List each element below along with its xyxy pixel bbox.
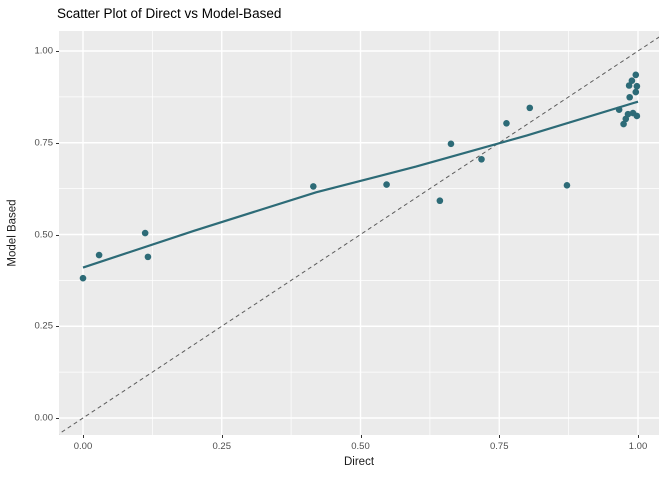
y-tick-label: 0.75 bbox=[34, 137, 54, 149]
data-point bbox=[633, 82, 641, 90]
data-point bbox=[503, 119, 510, 127]
data-point bbox=[436, 197, 444, 205]
y-tick-mark bbox=[56, 142, 59, 144]
data-point bbox=[626, 93, 633, 101]
y-tick-mark bbox=[56, 326, 59, 328]
x-tick-mark bbox=[360, 435, 362, 438]
panel-svg bbox=[59, 31, 659, 435]
x-tick-label: 0.75 bbox=[490, 441, 509, 452]
y-tick-mark bbox=[56, 418, 59, 419]
trend-line bbox=[82, 100, 639, 269]
plot-panel bbox=[59, 31, 659, 435]
y-tick-mark bbox=[56, 234, 59, 236]
x-tick-mark bbox=[638, 435, 639, 438]
x-tick-label: 0.00 bbox=[73, 441, 93, 452]
data-point bbox=[144, 253, 152, 261]
data-point bbox=[632, 71, 640, 79]
y-tick-mark bbox=[56, 51, 59, 52]
y-tick-label: 0.50 bbox=[34, 229, 54, 240]
data-point bbox=[95, 251, 103, 259]
x-tick-mark bbox=[499, 435, 501, 438]
data-point bbox=[563, 182, 571, 189]
data-point bbox=[141, 229, 149, 237]
data-point bbox=[632, 88, 640, 96]
data-point bbox=[615, 106, 623, 114]
data-point bbox=[526, 104, 534, 112]
data-point bbox=[625, 82, 633, 89]
x-tick-label: 0.50 bbox=[351, 441, 370, 452]
data-point bbox=[628, 77, 636, 85]
data-point bbox=[633, 112, 641, 120]
data-point bbox=[79, 274, 87, 282]
x-tick-label: 0.25 bbox=[212, 441, 232, 452]
y-tick-label: 0.00 bbox=[34, 412, 54, 424]
x-tick-mark bbox=[83, 435, 84, 438]
data-point bbox=[447, 140, 455, 148]
x-tick-label: 1.00 bbox=[628, 441, 648, 452]
x-tick-mark bbox=[221, 435, 223, 438]
y-tick-label: 1.00 bbox=[34, 45, 54, 57]
x-axis-title: Direct bbox=[343, 456, 375, 468]
data-point bbox=[624, 110, 632, 118]
y-tick-label: 0.25 bbox=[34, 320, 54, 332]
plot-title: Scatter Plot of Direct vs Model-Based bbox=[57, 6, 282, 21]
data-point bbox=[310, 183, 317, 190]
identity-dashed-line bbox=[59, 36, 659, 435]
data-point bbox=[383, 181, 390, 188]
data-point bbox=[478, 155, 485, 163]
data-point bbox=[620, 120, 627, 128]
